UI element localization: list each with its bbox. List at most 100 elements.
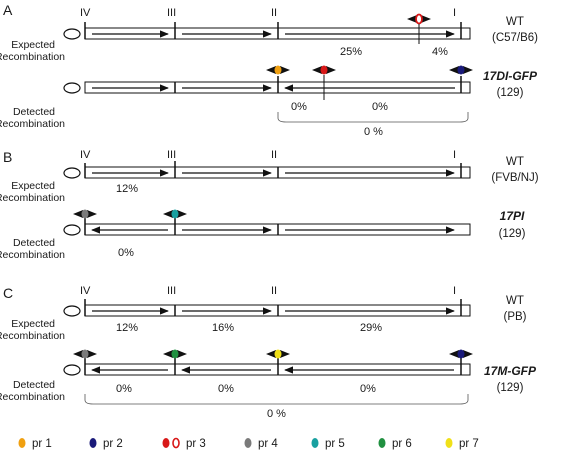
- intron-label: I: [453, 7, 456, 19]
- expected-label: Expected: [11, 318, 55, 330]
- mutant-strain-label: 17DI-GFP: [483, 69, 538, 83]
- wt-background-label: (FVB/NJ): [491, 172, 538, 184]
- legend-item-pr4: pr 4: [244, 438, 278, 450]
- pr1-swatch-icon: [18, 438, 26, 448]
- expected-percent: 29%: [360, 322, 382, 334]
- centromere-icon: [63, 28, 81, 40]
- legend-item-pr3: pr 3: [162, 437, 206, 450]
- mutant-background-label: (129): [497, 382, 524, 394]
- expected-locus-bar: [63, 299, 471, 317]
- expected-percent: 12%: [116, 322, 138, 334]
- pr3-marker: [407, 13, 431, 44]
- pr6-marker: [163, 349, 187, 359]
- mutant-strain-label: 17M-GFP: [484, 364, 537, 378]
- pr5-marker: [163, 209, 187, 219]
- legend-item-pr7: pr 7: [445, 438, 479, 450]
- intron-label: I: [453, 285, 456, 297]
- pr5-swatch-icon: [311, 438, 319, 448]
- detected-percent: 0%: [360, 383, 376, 395]
- centromere-icon: [63, 305, 81, 317]
- detected-locus-bar: [63, 209, 471, 236]
- detected-label: Detected: [13, 379, 55, 391]
- detected-percent: 0%: [218, 383, 234, 395]
- pr3-outline-swatch-icon: [172, 437, 180, 449]
- pr6-swatch-icon: [378, 438, 386, 448]
- detected-bracket: [84, 394, 469, 405]
- intron-label: II: [271, 7, 277, 19]
- intron-label: IV: [80, 7, 91, 19]
- expected-label: Expected: [11, 39, 55, 51]
- panel-a: A IV III II I Expected Recombinatio: [0, 2, 538, 138]
- intron-label: II: [271, 149, 277, 161]
- intron-label: III: [167, 7, 176, 19]
- intron-label: I: [453, 149, 456, 161]
- mutant-background-label: (129): [497, 87, 524, 99]
- panel-a-letter: A: [3, 2, 13, 18]
- pr2-marker: [449, 349, 473, 359]
- legend-label: pr 1: [32, 438, 52, 450]
- legend-item-pr5: pr 5: [311, 438, 345, 450]
- detected-label: Detected: [13, 106, 55, 118]
- centromere-icon: [63, 224, 81, 236]
- legend-item-pr1: pr 1: [18, 438, 52, 450]
- pr4-swatch-icon: [244, 438, 252, 448]
- detected-label: Recombination: [0, 118, 65, 130]
- centromere-icon: [63, 82, 81, 94]
- panel-c-letter: C: [3, 285, 13, 301]
- pr2-marker: [449, 65, 473, 75]
- legend-label: pr 4: [258, 438, 278, 450]
- mutant-background-label: (129): [499, 228, 526, 240]
- pr3-marker: [312, 65, 336, 100]
- intron-label: IV: [80, 149, 91, 161]
- expected-label: Recombination: [0, 51, 65, 63]
- pr7-marker: [266, 349, 290, 359]
- pr3-swatch-icon: [162, 438, 170, 448]
- pr2-swatch-icon: [89, 438, 97, 448]
- wt-strain-label: WT: [506, 156, 524, 168]
- pr4-marker: [73, 349, 97, 359]
- wt-strain-label: WT: [506, 295, 524, 307]
- legend-label: pr 2: [103, 438, 123, 450]
- pr1-marker: [266, 65, 290, 75]
- legend-label: pr 7: [459, 438, 479, 450]
- intron-label: IV: [80, 285, 91, 297]
- expected-percent: 12%: [116, 183, 138, 195]
- pr4-marker: [73, 209, 97, 219]
- wt-strain-label: WT: [506, 16, 524, 28]
- wt-background-label: (C57/B6): [492, 32, 538, 44]
- panel-b: B IV III II I Expected Recombination 12%…: [0, 149, 539, 261]
- legend-label: pr 6: [392, 438, 412, 450]
- intron-label: II: [271, 285, 277, 297]
- intron-label: III: [167, 285, 176, 297]
- legend: pr 1 pr 2 pr 3 pr 4 pr 5 pr 6 pr 7: [18, 437, 479, 450]
- pr7-swatch-icon: [445, 438, 453, 448]
- wt-background-label: (PB): [504, 311, 527, 323]
- detected-total: 0 %: [267, 408, 286, 420]
- detected-percent: 0%: [372, 101, 388, 113]
- detected-percent: 0%: [116, 383, 132, 395]
- centromere-icon: [63, 364, 81, 376]
- expected-label: Recombination: [0, 192, 65, 204]
- detected-label: Recombination: [0, 391, 65, 403]
- panel-b-letter: B: [3, 149, 12, 165]
- expected-locus-bar: [63, 13, 471, 44]
- panel-c: C IV III II I Expected Recombination 12%…: [0, 285, 537, 420]
- legend-item-pr6: pr 6: [378, 438, 412, 450]
- detected-locus-bar: [63, 65, 473, 100]
- expected-label: Recombination: [0, 330, 65, 342]
- detected-percent: 0%: [118, 247, 134, 259]
- expected-percent: 4%: [432, 46, 448, 58]
- detected-label: Detected: [13, 237, 55, 249]
- expected-percent: 16%: [212, 322, 234, 334]
- centromere-icon: [63, 167, 81, 179]
- legend-label: pr 3: [186, 438, 206, 450]
- mutant-strain-label: 17PI: [500, 209, 525, 223]
- expected-label: Expected: [11, 180, 55, 192]
- detected-total: 0 %: [364, 126, 383, 138]
- legend-label: pr 5: [325, 438, 345, 450]
- expected-percent: 25%: [340, 46, 362, 58]
- intron-label: III: [167, 149, 176, 161]
- detected-percent: 0%: [291, 101, 307, 113]
- expected-locus-bar: [63, 161, 471, 179]
